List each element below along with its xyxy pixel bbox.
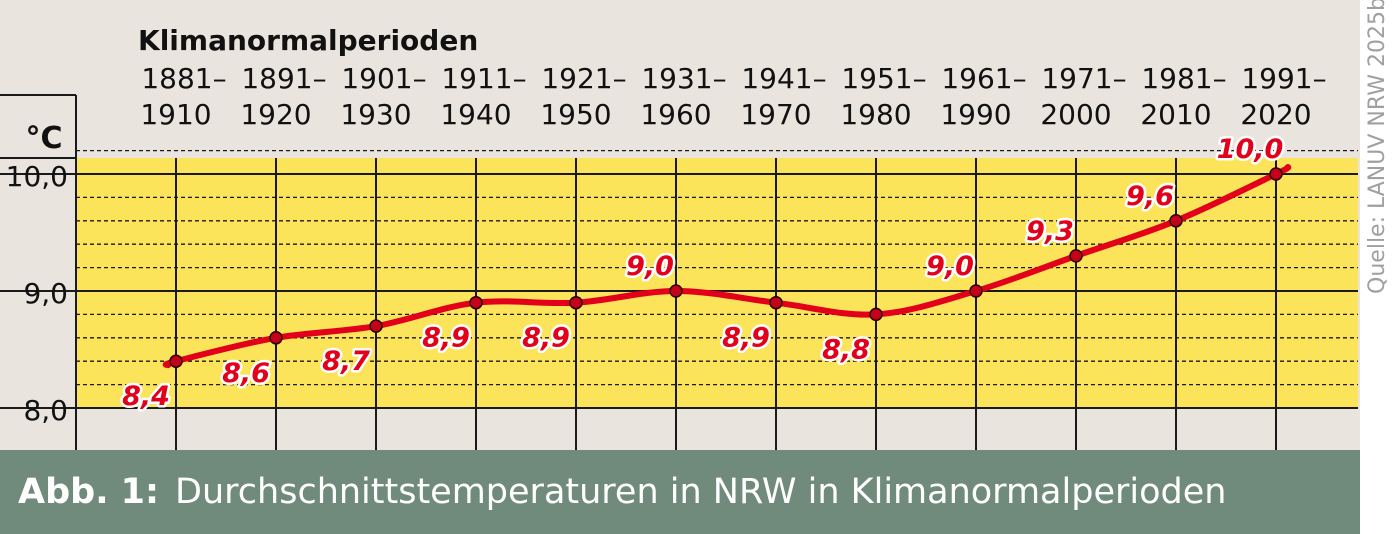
- x-tick-label: 1881– 1910: [140, 62, 226, 131]
- data-label: 9,0: [926, 251, 974, 282]
- data-point: [769, 295, 783, 310]
- data-label: 9,3: [1026, 216, 1074, 247]
- x-tick-label: 1901– 1930: [340, 62, 426, 131]
- y-tick-label: 9,0: [23, 277, 68, 310]
- data-label: 8,9: [722, 323, 770, 354]
- series-line: [162, 164, 1292, 369]
- x-tick-label: 1961– 1990: [940, 62, 1026, 131]
- data-point: [169, 354, 183, 368]
- y-tick-label: 8,0: [23, 394, 68, 427]
- figure-caption: Abb. 1: Durchschnittstemperaturen in NRW…: [0, 450, 1360, 534]
- plot-area: [76, 158, 1358, 408]
- data-point: [469, 295, 483, 310]
- x-tick-label: 1931– 1960: [640, 62, 726, 131]
- x-tick-label: 1971– 2000: [1040, 62, 1126, 131]
- data-label: 10,0: [1217, 134, 1284, 165]
- x-tick-label: 1891– 1920: [240, 62, 326, 131]
- source-note: Quelle: LANUV NRW 2025b: [1363, 0, 1391, 294]
- y-tick-label: 10,0: [6, 160, 68, 193]
- data-point: [1269, 167, 1283, 181]
- data-label: 8,6: [222, 358, 270, 389]
- data-point: [369, 319, 383, 333]
- x-tick-label: 1981– 2010: [1140, 62, 1226, 131]
- chart-title: Klimanormalperioden: [138, 24, 478, 57]
- data-label: 8,9: [522, 323, 570, 354]
- data-label: 9,6: [1126, 181, 1174, 212]
- x-tick-label: 1991– 2020: [1240, 62, 1326, 131]
- data-label: 8,8: [822, 334, 870, 365]
- caption-text: Durchschnittstemperaturen in NRW in Klim…: [175, 472, 1227, 512]
- data-point: [1169, 214, 1183, 228]
- chart-panel: Klimanormalperioden °C 8,0 9,0 10,0 1881– 19…: [0, 0, 1360, 534]
- source-text: Quelle: LANUV NRW 2025b: [1364, 0, 1390, 294]
- data-point: [1069, 249, 1083, 263]
- data-point: [569, 295, 583, 310]
- data-label: 8,9: [422, 323, 470, 354]
- x-tick-label: 1921– 1950: [540, 62, 626, 131]
- temperature-line-chart: Klimanormalperioden °C 8,0 9,0 10,0 1881– 19…: [0, 24, 1358, 450]
- data-point: [969, 284, 983, 298]
- data-label: 8,7: [322, 346, 370, 377]
- x-tick-label: 1911– 1940: [440, 62, 526, 131]
- data-label: 9,0: [626, 251, 674, 282]
- y-axis-unit-label: °C: [25, 121, 62, 156]
- data-label: 8,4: [122, 381, 170, 412]
- data-point: [669, 284, 683, 298]
- x-tick-label: 1951– 1980: [840, 62, 926, 131]
- x-tick-label: 1941– 1970: [740, 62, 826, 131]
- caption-prefix: Abb. 1:: [18, 472, 160, 512]
- data-point: [269, 331, 283, 345]
- data-point: [869, 307, 883, 322]
